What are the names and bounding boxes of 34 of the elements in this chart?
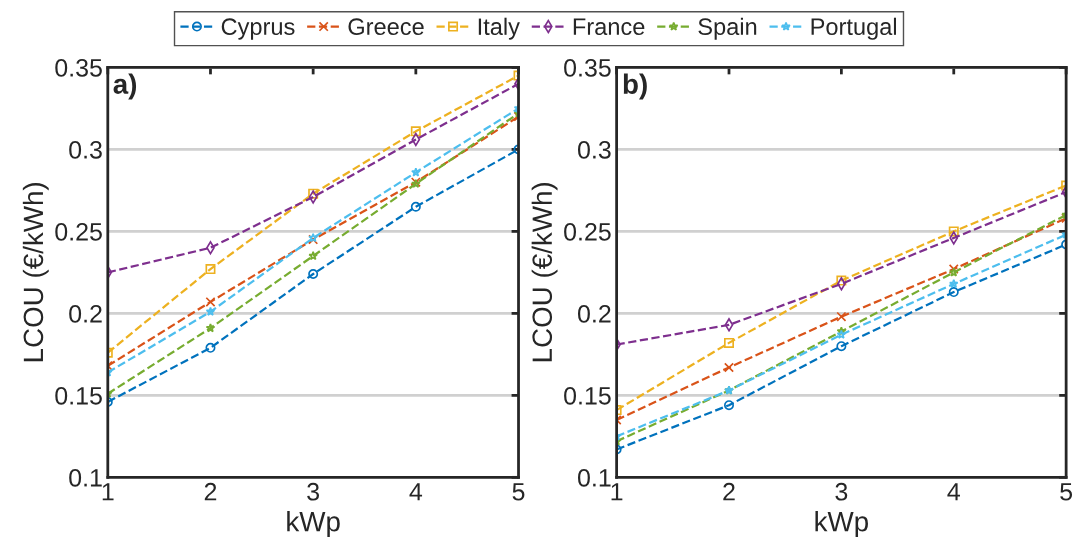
x-tick-label: 5 — [1060, 483, 1073, 501]
x-tick-label: 1 — [611, 483, 623, 501]
legend-label: France — [573, 18, 645, 36]
annotation: a) — [113, 73, 137, 100]
y-tick-label: 0.2 — [577, 304, 611, 323]
y-tick-label: 0.25 — [55, 222, 102, 241]
legend-label: Greece — [348, 18, 424, 36]
x-axis-title: kWp — [815, 511, 868, 537]
annotation: b) — [623, 73, 647, 100]
y-tick-label: 0.1 — [577, 468, 611, 487]
y-tick-label: 0.3 — [69, 140, 102, 159]
y-tick-label: 0.1 — [69, 468, 102, 487]
y-tick-label: 0.3 — [577, 140, 611, 159]
x-tick-label: 4 — [409, 483, 423, 501]
legend-label: Italy — [478, 17, 520, 40]
y-tick-label: 0.35 — [564, 59, 611, 77]
x-axis-title: kWp — [287, 511, 340, 537]
legend-label: Spain — [698, 17, 757, 40]
x-tick-label: 3 — [307, 482, 320, 501]
x-tick-label: 1 — [102, 483, 114, 501]
x-tick-label: 2 — [723, 482, 735, 501]
x-tick-label: 5 — [512, 483, 525, 501]
y-tick-label: 0.15 — [55, 386, 102, 405]
y-tick-label: 0.2 — [69, 304, 102, 323]
y-axis-title: LCOU (€/kWh) — [22, 183, 49, 362]
y-tick-label: 0.25 — [564, 222, 611, 241]
legend-label: Cyprus — [221, 18, 295, 40]
y-tick-label: 0.15 — [564, 386, 611, 405]
y-tick-label: 0.35 — [55, 59, 102, 77]
legend-label: Portugal — [811, 17, 897, 40]
x-tick-label: 3 — [835, 482, 848, 501]
x-tick-label: 2 — [204, 482, 217, 501]
x-tick-label: 4 — [947, 483, 960, 501]
y-axis-title: LCOU (€/kWh) — [531, 183, 558, 362]
